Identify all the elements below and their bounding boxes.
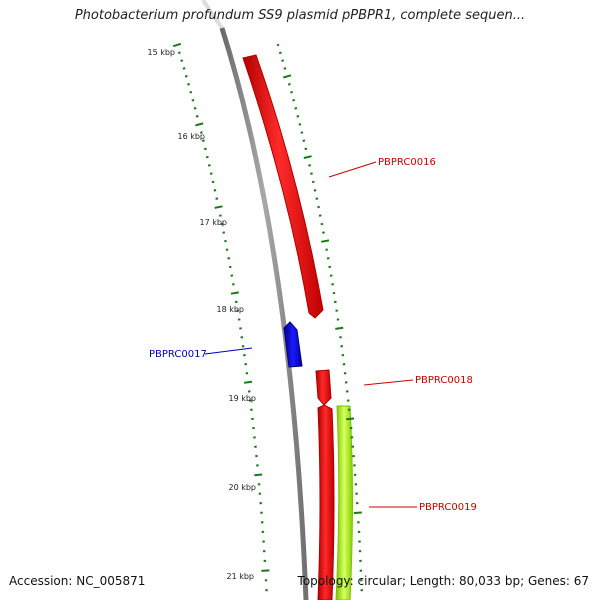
tick-label: 17 kbp: [199, 218, 227, 227]
ruler-major-tick: [195, 123, 203, 125]
ruler-inner: [173, 44, 269, 600]
ruler-minor-tick: [229, 267, 231, 268]
ruler-minor-tick: [190, 92, 192, 93]
ruler-minor-tick: [293, 100, 295, 101]
ruler-major-tick: [215, 206, 223, 208]
ruler-major-tick: [244, 382, 252, 383]
gene-pbprc0018-leader: [364, 380, 413, 385]
ruler-major-tick: [173, 44, 181, 46]
ruler-minor-tick: [297, 116, 299, 117]
gene-label-pbprc0017[interactable]: PBPRC0017: [149, 349, 207, 360]
gene-pbprc0018-arrow[interactable]: [316, 370, 331, 405]
ruler-minor-tick: [206, 157, 208, 158]
ruler-minor-tick: [208, 165, 210, 166]
tick-label: 19 kbp: [228, 394, 256, 403]
ruler-major-tick: [321, 240, 329, 241]
tick-label: 18 kbp: [216, 305, 244, 314]
ruler-major-tick: [254, 475, 262, 476]
ruler-minor-tick: [196, 116, 198, 117]
gene-pbprc0016-leader: [329, 162, 376, 177]
ruler-minor-tick: [282, 60, 284, 61]
ruler-minor-tick: [223, 232, 225, 233]
ruler-minor-tick: [192, 100, 194, 101]
ruler-minor-tick: [305, 149, 307, 150]
ruler-minor-tick: [219, 215, 221, 216]
ruler-minor-tick: [312, 182, 314, 183]
ruler-minor-tick: [183, 68, 185, 69]
ruler-minor-tick: [290, 92, 292, 93]
ruler-minor-tick: [322, 232, 324, 233]
tick-label: 21 kbp: [226, 572, 254, 581]
ruler-minor-tick: [185, 76, 187, 77]
gene-pbprc0016-arrow[interactable]: [243, 55, 323, 318]
ruler-minor-tick: [301, 132, 303, 133]
ruler-minor-tick: [288, 84, 290, 85]
tick-label: 20 kbp: [228, 483, 256, 492]
ruler-minor-tick: [210, 173, 212, 174]
ruler-minor-tick: [178, 52, 180, 53]
ruler-minor-tick: [284, 68, 286, 69]
ruler-major-tick: [354, 513, 362, 514]
gene-pbprc0019-feature: [336, 406, 353, 600]
ruler-minor-tick: [316, 198, 318, 199]
ruler-minor-tick: [214, 190, 216, 191]
tick-labels: 15 kbp 16 kbp 17 kbp 18 kbp 19 kbp 20 kb…: [147, 48, 256, 581]
ruler-minor-tick: [310, 173, 312, 174]
tick-label: 15 kbp: [147, 48, 175, 57]
ruler-minor-tick: [299, 124, 301, 125]
ruler-major-tick: [304, 156, 312, 158]
gene-pbprc0017-leader: [205, 348, 252, 354]
ruler-minor-tick: [277, 45, 279, 46]
topology-text: Topology: circular; Length: 80,033 bp; G…: [298, 574, 589, 588]
ruler-minor-tick: [212, 182, 214, 183]
ruler-minor-tick: [319, 215, 321, 216]
ruler-major-tick: [283, 75, 291, 77]
gene-pbprc0019-arrow[interactable]: [318, 405, 334, 600]
gene-label-pbprc0019[interactable]: PBPRC0019: [419, 502, 477, 513]
ruler-minor-tick: [194, 108, 196, 109]
ruler-minor-tick: [216, 198, 218, 199]
ruler-minor-tick: [314, 190, 316, 191]
accession-text: Accession: NC_005871: [9, 574, 145, 588]
ruler-minor-tick: [181, 60, 183, 61]
ruler-minor-tick: [187, 84, 189, 85]
ruler-minor-tick: [321, 224, 323, 225]
ruler-minor-tick: [308, 165, 310, 166]
ruler-minor-tick: [303, 140, 305, 141]
ruler-minor-tick: [204, 149, 206, 150]
gene-label-pbprc0018[interactable]: PBPRC0018: [415, 375, 473, 386]
ruler-major-tick: [261, 570, 269, 571]
ruler-major-tick: [335, 328, 343, 329]
ruler-major-tick: [346, 419, 354, 420]
tick-label: 16 kbp: [177, 132, 205, 141]
map-title: Photobacterium profundum SS9 plasmid pPB…: [0, 8, 600, 23]
ruler-minor-tick: [279, 53, 281, 54]
ruler-minor-tick: [295, 108, 297, 109]
ruler-major-tick: [231, 292, 239, 293]
gene-label-pbprc0016[interactable]: PBPRC0016: [378, 157, 436, 168]
